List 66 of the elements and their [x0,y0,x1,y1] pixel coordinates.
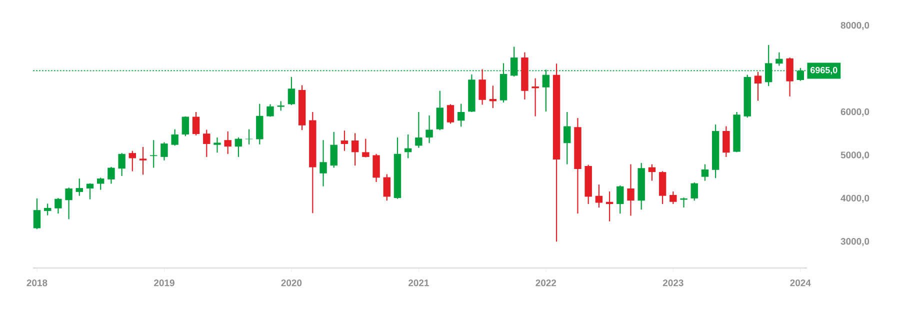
y-tick-label: 6000,0 [840,108,870,116]
y-tick-label: 4000,0 [840,194,870,203]
candlestick [118,152,126,177]
candlestick [648,164,656,182]
candlestick [426,114,433,144]
candlestick [616,184,624,214]
candlestick [446,104,454,124]
candlestick [96,177,104,190]
candlestick [171,128,178,146]
candlestick [564,111,571,165]
candlestick [436,90,444,131]
candlestick [372,153,380,183]
candlestick [266,104,274,118]
candlestick [203,129,210,158]
candlestick [351,132,359,166]
candlestick [214,136,221,154]
candlestick [86,182,94,200]
candlestick [33,198,41,230]
x-tick-label: 2022 [536,280,556,286]
candlestick [256,103,264,145]
ref-line-label: 6965,0 [810,66,838,75]
candlestick [532,78,539,117]
candlestick [489,85,497,109]
candlestick [288,76,296,106]
candlestick [150,140,158,168]
candlestick [690,182,698,202]
candlestick [606,190,614,222]
candlestick [108,166,115,184]
candlestick [340,130,348,152]
candlestick [139,146,147,176]
candlestick [76,178,83,196]
candlestick [192,111,200,136]
x-tick-label: 2023 [662,280,684,286]
candlestick [457,103,465,128]
candlestick [776,52,783,66]
candlestick [277,100,284,112]
candlestick [362,138,370,158]
x-tick-label: 2019 [154,280,174,286]
candlestick [658,170,666,205]
candlestick [595,184,603,208]
candlestick [330,131,338,168]
candlestick [670,190,677,205]
candlestick [627,164,634,216]
candlestick [320,140,327,187]
candlestick [160,142,168,161]
candlestick [701,164,709,182]
candlestick [415,111,422,148]
candlestick [383,174,390,202]
y-tick-label: 3000,0 [840,238,870,246]
candlestick [54,197,62,214]
candlestick [128,150,136,172]
candlestick [722,126,730,158]
candlestick [786,56,794,97]
candlestick [182,116,190,137]
x-tick-label: 2021 [408,280,429,286]
candlestick [224,130,232,154]
candlestick [44,203,52,216]
candlestick [234,136,242,158]
candlestick [754,71,762,102]
x-tick-label: 2020 [281,280,302,286]
candlestick [65,187,72,220]
y-tick-label: 5000,0 [840,152,870,160]
candlestick [478,68,486,106]
x-tick-label: 2018 [26,280,48,286]
x-tick-label: 2024 [790,280,811,286]
y-tick-label: 8000,0 [840,22,870,30]
